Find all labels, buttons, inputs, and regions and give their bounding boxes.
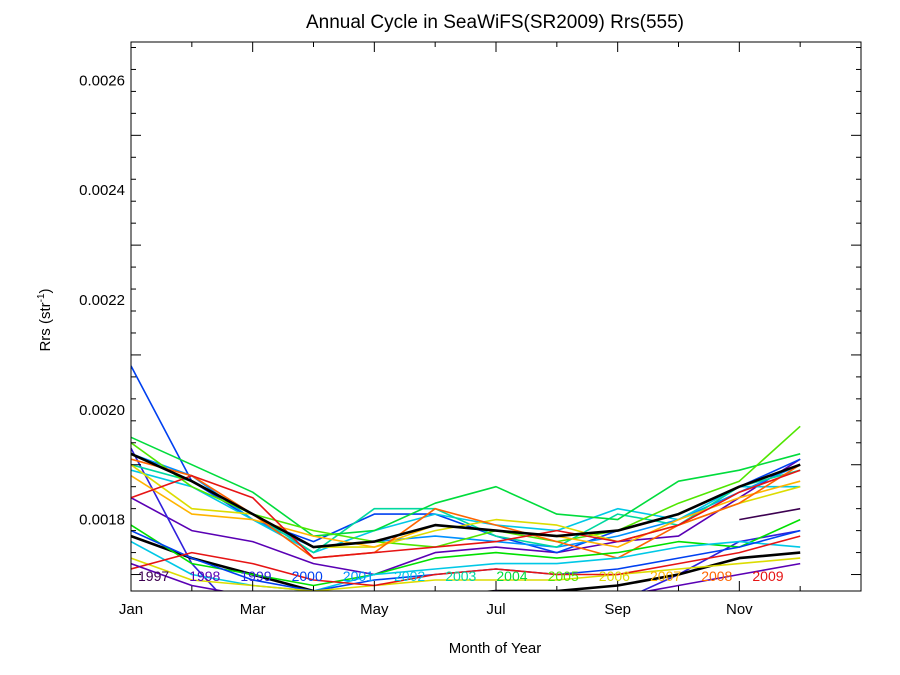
y-tick-label: 0.0024 (79, 182, 125, 199)
year-label-2004: 2004 (496, 568, 527, 584)
y-tick-label: 0.0018 (79, 512, 125, 529)
year-label-1999: 1999 (240, 568, 271, 584)
x-tick-label: Jan (119, 601, 143, 618)
year-label-2000: 2000 (292, 568, 323, 584)
y-axis-label: Rrs (str-1) (36, 288, 54, 351)
series-line-aux-16 (131, 540, 801, 591)
x-axis-ticks: Jan Mar May Jul Sep Nov (119, 42, 862, 618)
series-line-1999 (131, 447, 801, 591)
year-label-1997: 1997 (138, 568, 169, 584)
x-axis-label: Month of Year (449, 640, 542, 657)
year-label-2007: 2007 (650, 568, 681, 584)
series-layer (131, 365, 801, 591)
series-line-aux-19 (131, 535, 801, 587)
series-line-aux-14 (131, 534, 801, 591)
y-axis-ticks: 0.0018 0.0020 0.0022 0.0024 0.0026 (79, 46, 861, 576)
x-tick-label: Mar (240, 601, 266, 618)
year-label-2002: 2002 (394, 568, 425, 584)
year-label-2009: 2009 (752, 568, 783, 584)
y-tick-label: 0.0022 (79, 292, 125, 309)
x-tick-label: Sep (604, 601, 631, 618)
series-line-2007 (131, 475, 801, 548)
series-line-2004 (131, 436, 801, 537)
y-axis-label-main: Rrs (str (37, 302, 54, 351)
series-line-aux-18 (131, 557, 801, 591)
series-line-aux-13 (131, 452, 801, 549)
series-line-aux-20 (131, 562, 801, 591)
year-label-2008: 2008 (701, 568, 732, 584)
x-tick-label: Nov (726, 601, 753, 618)
y-tick-label: 0.0026 (79, 72, 125, 89)
x-tick-label: Jul (486, 601, 505, 618)
y-axis-label-sup: -1 (36, 293, 47, 302)
year-label-1998: 1998 (189, 568, 220, 584)
y-tick-label: 0.0020 (79, 402, 125, 419)
series-line-1998 (131, 458, 801, 576)
series-line-2002 (131, 469, 801, 554)
year-label-2001: 2001 (343, 568, 374, 584)
series-line-aux-15 (131, 518, 801, 587)
year-label-2006: 2006 (599, 568, 630, 584)
chart-title: Annual Cycle in SeaWiFS(SR2009) Rrs(555) (306, 12, 684, 33)
year-label-2003: 2003 (445, 568, 476, 584)
series-line-2009 (131, 469, 801, 559)
year-labels: 1997 1998 1999 2000 2001 2002 2003 2004 2005 2006… (138, 568, 784, 584)
y-axis-label-close: ) (37, 288, 54, 293)
x-tick-label: May (360, 601, 389, 618)
series-line-1997 (739, 507, 801, 521)
year-label-2005: 2005 (548, 568, 579, 584)
